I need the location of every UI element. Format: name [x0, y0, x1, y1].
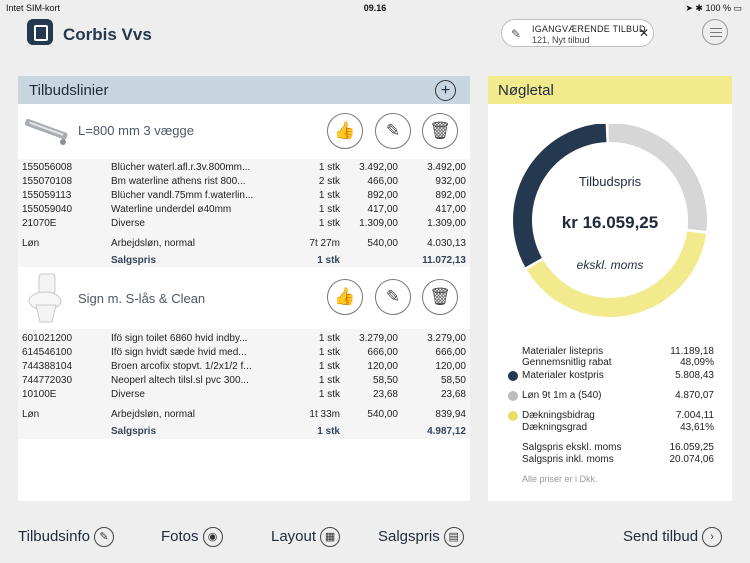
kpi-row: Salgspris inkl. moms 20.074,06 — [522, 454, 714, 465]
offer-lines-panel: Tilbudslinier + L=800 mm 3 vægge 👍 ✎ 🗑 1… — [18, 76, 470, 501]
kpi-panel: Nøgletal Tilbudspris kr 16.059,25 ekskl.… — [488, 76, 732, 501]
sale-price-button[interactable]: Salgspris ▤ — [378, 527, 464, 547]
table-row[interactable]: 10100E Diverse 1 stk 23,68 23,68 — [22, 389, 466, 400]
hamburger-icon — [710, 28, 722, 29]
camera-icon: ◉ — [202, 527, 223, 547]
active-offer-subtitle: 121, Nyt tilbud — [532, 35, 590, 45]
edit-document-icon: ✎ — [511, 27, 522, 41]
thumbs-up-button[interactable]: 👍 — [327, 279, 363, 315]
legend-dot — [508, 371, 518, 381]
product-lines: 601021200 Ifö sign toilet 6860 hvid indby… — [18, 329, 470, 439]
kpi-row: Gennemsnitlig rabat 48,09% — [522, 357, 714, 368]
kpi-row: Dækningsgrad 43,61% — [522, 422, 714, 433]
donut-slice — [608, 124, 707, 232]
kpi-row: Materialer listepris 11.189,18 — [522, 346, 714, 357]
labor-row[interactable]: Løn Arbejdsløn, normal 7t 27m 540,00 4.030,1… — [22, 238, 466, 249]
kpi-header: Nøgletal — [488, 76, 732, 104]
battery-label: ➤ ✱ 100 % ▭ — [685, 3, 742, 13]
add-line-button[interactable]: + — [435, 80, 456, 101]
drain-product-image — [24, 118, 68, 145]
delete-button[interactable]: 🗑 — [422, 279, 458, 315]
legend-dot — [508, 391, 518, 401]
status-bar: Intet SIM-kort 09.16 ➤ ✱ 100 % ▭ — [0, 0, 750, 16]
table-row[interactable]: 601021200 Ifö sign toilet 6860 hvid indby… — [22, 333, 466, 344]
table-row[interactable]: 155056008 Blücher waterl.afl.r.3v.800mm..… — [22, 162, 466, 173]
thumbs-up-button[interactable]: 👍 — [327, 113, 363, 149]
table-row[interactable]: 614546100 Ifö sign hvidt sæde hvid med...… — [22, 347, 466, 358]
photos-button[interactable]: Fotos ◉ — [161, 527, 223, 547]
donut-value: kr 16.059,25 — [561, 213, 659, 232]
close-icon[interactable]: ✕ — [639, 26, 650, 40]
top-bar: Corbis Vvs ✎ IGANGVÆRENDE TILBUD 121, Ny… — [0, 16, 750, 54]
product-header[interactable]: L=800 mm 3 vægge 👍 ✎ 🗑 — [18, 104, 470, 159]
app-logo-icon — [27, 19, 53, 45]
offer-info-button[interactable]: Tilbudsinfo ✎ — [18, 527, 114, 547]
kpi-title: Nøgletal — [498, 82, 554, 99]
app-title: Corbis Vvs — [63, 25, 152, 44]
chevron-right-icon: › — [702, 527, 723, 547]
product-header[interactable]: Sign m. S-lås & Clean 👍 ✎ 🗑 — [18, 267, 470, 329]
active-offer-pill[interactable]: ✎ IGANGVÆRENDE TILBUD 121, Nyt tilbud ✕ — [501, 19, 654, 47]
toilet-product-image — [28, 273, 62, 323]
legend-dot — [508, 411, 518, 421]
sale-price-row: Salgspris 1 stk 4.987,12 — [111, 426, 466, 437]
sale-price-row: Salgspris 1 stk 11.072,13 — [111, 255, 466, 266]
donut-slice — [513, 124, 607, 268]
donut-note: ekskl. moms — [576, 258, 644, 272]
layout-icon: ▦ — [320, 527, 341, 547]
offer-lines-header: Tilbudslinier + — [18, 76, 470, 104]
clock: 09.16 — [363, 3, 387, 13]
kpi-row: Dækningsbidrag 7.004,11 — [508, 410, 714, 422]
panel-title: Tilbudslinier — [29, 82, 109, 99]
product-name: L=800 mm 3 vægge — [78, 123, 194, 138]
active-offer-title: IGANGVÆRENDE TILBUD — [532, 24, 646, 34]
kpi-row: Salgspris ekskl. moms 16.059,25 — [522, 442, 714, 453]
menu-button[interactable] — [702, 19, 728, 45]
table-row[interactable]: 155059040 Waterline underdel ø40mm 1 stk 41… — [22, 204, 466, 215]
product-name: Sign m. S-lås & Clean — [78, 291, 206, 306]
table-row[interactable]: 744772030 Neoperl altech tilsl.sl pvc 300… — [22, 375, 466, 386]
layout-button[interactable]: Layout ▦ — [271, 527, 341, 547]
delete-button[interactable]: 🗑 — [422, 113, 458, 149]
calculator-icon: ▤ — [443, 527, 464, 547]
carrier-label: Intet SIM-kort — [6, 3, 61, 13]
table-row[interactable]: 21070E Diverse 1 stk 1.309,00 1.309,00 — [22, 218, 466, 229]
edit-button[interactable]: ✎ — [375, 279, 411, 315]
currency-note: Alle priser er i Dkk. — [522, 474, 598, 484]
pencil-icon: ✎ — [93, 527, 114, 547]
donut-slice — [526, 231, 706, 317]
table-row[interactable]: 155070108 Bm waterline athens rist 800...… — [22, 176, 466, 187]
donut-label: Tilbudspris — [578, 174, 642, 189]
table-row[interactable]: 744388104 Broen arcofix stopvt. 1/2x1/2 f… — [22, 361, 466, 372]
labor-row[interactable]: Løn Arbejdsløn, normal 1t 33m 540,00 839,94 — [22, 409, 466, 420]
table-row[interactable]: 155059113 Blücher vandl.75mm f.waterlin..… — [22, 190, 466, 201]
send-offer-button[interactable]: Send tilbud › — [623, 527, 723, 547]
kpi-row: Løn 9t 1m a (540) 4.870,07 — [508, 390, 714, 402]
product-lines: 155056008 Blücher waterl.afl.r.3v.800mm..… — [18, 159, 470, 267]
kpi-row: Materialer kostpris 5.808,43 — [508, 370, 714, 382]
edit-button[interactable]: ✎ — [375, 113, 411, 149]
price-donut-chart — [513, 124, 707, 317]
bottom-toolbar: Tilbudsinfo ✎ Fotos ◉ Layout ▦ Salgspris ▤ S… — [0, 518, 750, 554]
